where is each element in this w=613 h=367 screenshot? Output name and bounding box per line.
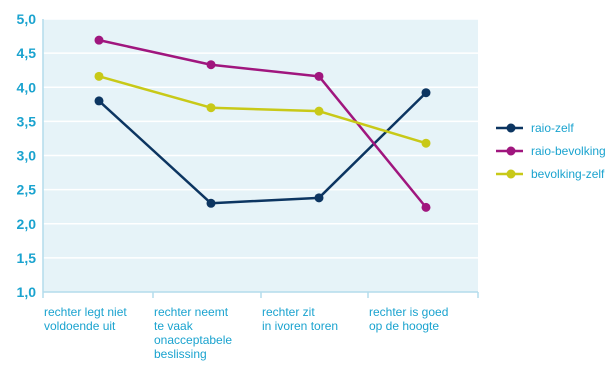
data-point-raio-zelf [207, 199, 216, 208]
data-point-bevolking-zelf [207, 103, 216, 112]
legend-marker-bevolking-zelf [507, 170, 516, 179]
data-point-raio-zelf [422, 88, 431, 97]
legend-label-raio-bevolking: raio-bevolking [531, 144, 606, 158]
y-tick-label: 1,5 [17, 250, 37, 266]
x-axis-ticks: rechter legt niet voldoende uit rechter ne… [44, 305, 448, 361]
x-tick-label: rechter zit in ivoren toren [262, 305, 338, 333]
y-tick-label: 2,0 [17, 216, 37, 232]
y-tick-label: 2,5 [17, 182, 37, 198]
y-tick-label: 5,0 [17, 11, 37, 27]
data-point-raio-bevolking [95, 36, 104, 45]
data-point-raio-bevolking [207, 60, 216, 69]
legend-label-bevolking-zelf: bevolking-zelf [531, 167, 605, 181]
legend-marker-raio-bevolking [507, 147, 516, 156]
x-tick-label: rechter neemt te vaak onacceptabele besliss… [154, 305, 232, 361]
data-point-bevolking-zelf [422, 139, 431, 148]
y-tick-label: 3,5 [17, 113, 37, 129]
y-axis-ticks: 1,0 1,5 2,0 2,5 3,0 3,5 4,0 4,5 5,0 [17, 11, 37, 300]
data-point-raio-bevolking [315, 72, 324, 81]
legend: raio-zelf raio-bevolking bevolking-zelf [496, 121, 606, 181]
x-tick-label: rechter is goed op de hoogte [369, 305, 448, 333]
y-tick-label: 3,0 [17, 148, 37, 164]
data-point-raio-zelf [95, 96, 104, 105]
data-point-raio-bevolking [422, 203, 431, 212]
data-point-bevolking-zelf [315, 107, 324, 116]
data-point-raio-zelf [315, 193, 324, 202]
data-point-bevolking-zelf [95, 72, 104, 81]
y-tick-label: 1,0 [17, 284, 37, 300]
y-tick-label: 4,0 [17, 79, 37, 95]
x-tick-label: rechter legt niet voldoende uit [44, 305, 127, 333]
legend-label-raio-zelf: raio-zelf [531, 121, 574, 135]
legend-marker-raio-zelf [507, 124, 516, 133]
y-tick-label: 4,5 [17, 45, 37, 61]
